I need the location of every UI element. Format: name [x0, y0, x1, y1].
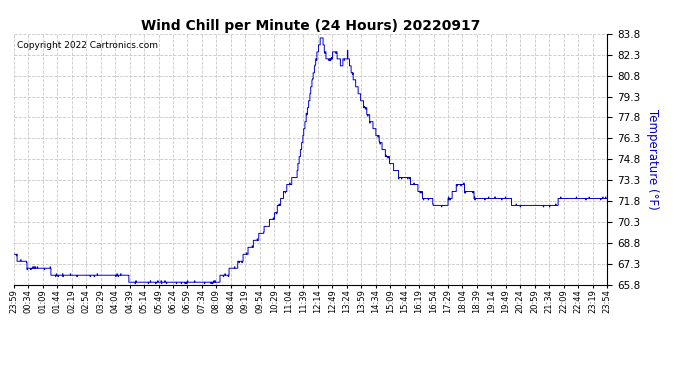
Text: Copyright 2022 Cartronics.com: Copyright 2022 Cartronics.com [17, 41, 158, 50]
Y-axis label: Temperature (°F): Temperature (°F) [646, 109, 659, 210]
Title: Wind Chill per Minute (24 Hours) 20220917: Wind Chill per Minute (24 Hours) 2022091… [141, 19, 480, 33]
